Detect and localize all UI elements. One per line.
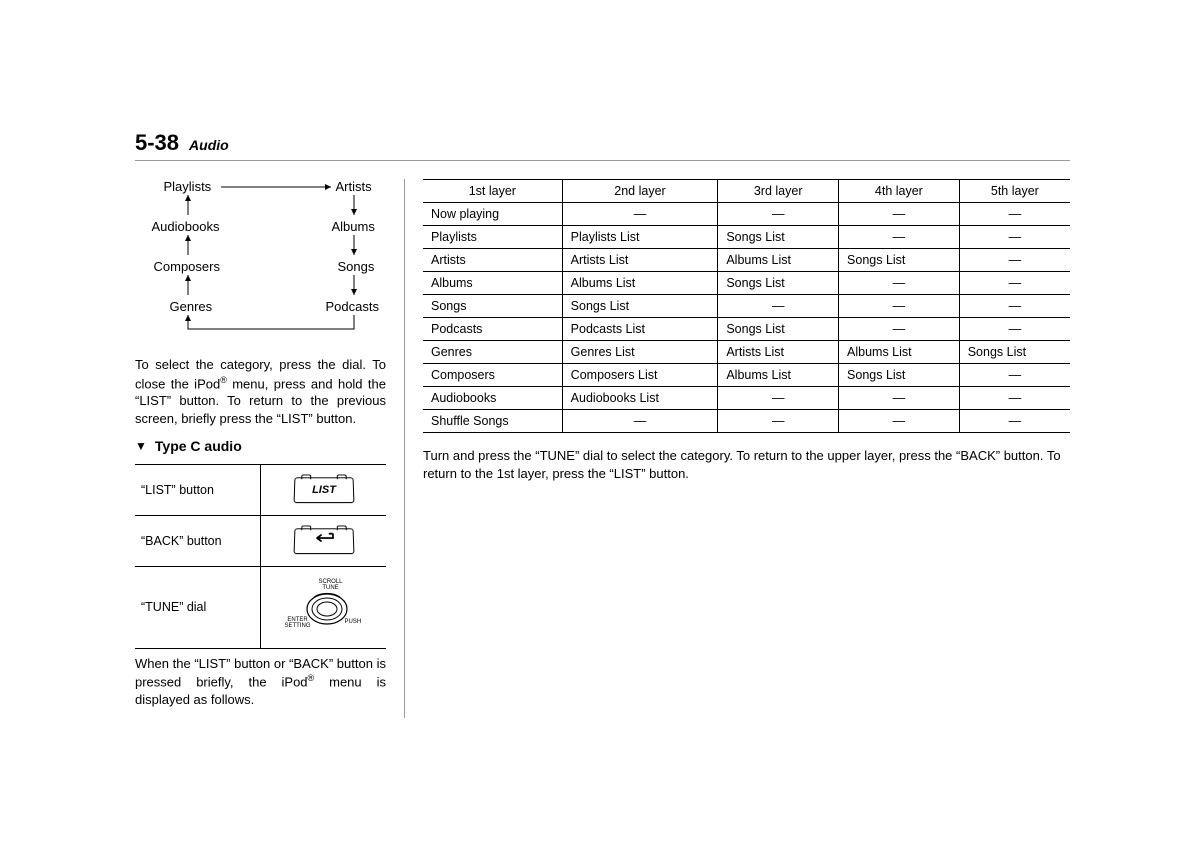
table-header-row: 1st layer 2nd layer 3rd layer 4th layer … bbox=[423, 180, 1070, 203]
subheading-label: Type C audio bbox=[155, 438, 242, 454]
triangle-icon: ▼ bbox=[135, 439, 147, 453]
table-cell: Podcasts List bbox=[562, 318, 718, 341]
table-cell: — bbox=[959, 410, 1070, 433]
table-cell: Genres bbox=[423, 341, 562, 364]
table-row: AlbumsAlbums ListSongs List—— bbox=[423, 272, 1070, 295]
table-cell: — bbox=[718, 410, 839, 433]
table-cell: — bbox=[959, 226, 1070, 249]
registered-mark: ® bbox=[220, 375, 227, 385]
table-row: PlaylistsPlaylists ListSongs List—— bbox=[423, 226, 1070, 249]
table-cell: Albums List bbox=[718, 364, 839, 387]
table-cell: Songs List bbox=[718, 226, 839, 249]
table-cell: — bbox=[959, 318, 1070, 341]
table-cell: Playlists List bbox=[562, 226, 718, 249]
page-number: 5-38 bbox=[135, 130, 179, 156]
table-cell: Playlists bbox=[423, 226, 562, 249]
table-cell: — bbox=[718, 295, 839, 318]
list-button-icon: LIST bbox=[293, 477, 354, 503]
layer-table: 1st layer 2nd layer 3rd layer 4th layer … bbox=[423, 179, 1070, 433]
table-cell: Albums bbox=[423, 272, 562, 295]
table-cell: — bbox=[959, 364, 1070, 387]
controls-table: “LIST” button LIST “BACK” button bbox=[135, 464, 386, 649]
table-cell: Songs List bbox=[959, 341, 1070, 364]
table-row: AudiobooksAudiobooks List——— bbox=[423, 387, 1070, 410]
table-cell: Albums List bbox=[718, 249, 839, 272]
table-cell: Composers List bbox=[562, 364, 718, 387]
table-cell: — bbox=[839, 226, 960, 249]
back-button-icon bbox=[293, 528, 354, 554]
manual-page: 5-38 Audio Playlists Audiobooks Composer… bbox=[0, 0, 1200, 718]
subheading: ▼ Type C audio bbox=[135, 438, 386, 454]
page-header: 5-38 Audio bbox=[135, 130, 1070, 161]
dial-label-top: SCROLLTUNE bbox=[319, 579, 343, 591]
table-row: ArtistsArtists ListAlbums ListSongs List… bbox=[423, 249, 1070, 272]
table-cell: Albums List bbox=[562, 272, 718, 295]
table-cell: — bbox=[839, 387, 960, 410]
table-cell: — bbox=[959, 295, 1070, 318]
table-row: ComposersComposers ListAlbums ListSongs … bbox=[423, 364, 1070, 387]
table-cell: Composers bbox=[423, 364, 562, 387]
table-cell: — bbox=[959, 272, 1070, 295]
col-header: 2nd layer bbox=[562, 180, 718, 203]
table-cell: Songs List bbox=[562, 295, 718, 318]
table-cell: — bbox=[959, 249, 1070, 272]
table-cell: — bbox=[839, 272, 960, 295]
table-cell: Songs List bbox=[839, 249, 960, 272]
table-cell: Genres List bbox=[562, 341, 718, 364]
control-icon-cell: SCROLLTUNE ENTERSETTING PUSH bbox=[261, 566, 387, 648]
table-row: PodcastsPodcasts ListSongs List—— bbox=[423, 318, 1070, 341]
col-header: 5th layer bbox=[959, 180, 1070, 203]
table-row: GenresGenres ListArtists ListAlbums List… bbox=[423, 341, 1070, 364]
table-cell: Songs bbox=[423, 295, 562, 318]
paragraph-3: Turn and press the “TUNE” dial to select… bbox=[423, 447, 1070, 482]
table-cell: — bbox=[959, 203, 1070, 226]
table-row: “BACK” button bbox=[135, 515, 386, 566]
col-header: 1st layer bbox=[423, 180, 562, 203]
table-cell: Now playing bbox=[423, 203, 562, 226]
control-label: “BACK” button bbox=[135, 515, 261, 566]
table-cell: Artists bbox=[423, 249, 562, 272]
table-row: Shuffle Songs———— bbox=[423, 410, 1070, 433]
dial-label-left: ENTERSETTING bbox=[285, 617, 311, 629]
table-row: “TUNE” dial SCROLLTUNE ENTERSETTING bbox=[135, 566, 386, 648]
table-row: “LIST” button LIST bbox=[135, 464, 386, 515]
table-cell: Songs List bbox=[718, 318, 839, 341]
table-cell: — bbox=[839, 295, 960, 318]
table-cell: Artists List bbox=[562, 249, 718, 272]
paragraph-2: When the “LIST” button or “BACK” button … bbox=[135, 655, 386, 709]
table-cell: Audiobooks List bbox=[562, 387, 718, 410]
tune-dial-icon: SCROLLTUNE ENTERSETTING PUSH bbox=[289, 579, 359, 633]
table-cell: — bbox=[718, 203, 839, 226]
table-cell: Artists List bbox=[718, 341, 839, 364]
paragraph-1: To select the category, press the dial. … bbox=[135, 356, 386, 428]
table-row: Now playing———— bbox=[423, 203, 1070, 226]
table-cell: — bbox=[839, 318, 960, 341]
table-cell: — bbox=[959, 387, 1070, 410]
dial-label-right: PUSH bbox=[345, 619, 362, 625]
control-icon-cell bbox=[261, 515, 387, 566]
table-cell: — bbox=[562, 203, 718, 226]
flow-arrows-icon bbox=[136, 179, 386, 344]
table-cell: Albums List bbox=[839, 341, 960, 364]
table-cell: Songs List bbox=[839, 364, 960, 387]
control-label: “LIST” button bbox=[135, 464, 261, 515]
table-cell: Audiobooks bbox=[423, 387, 562, 410]
right-column: 1st layer 2nd layer 3rd layer 4th layer … bbox=[405, 179, 1070, 718]
table-cell: — bbox=[562, 410, 718, 433]
control-label: “TUNE” dial bbox=[135, 566, 261, 648]
table-cell: Shuffle Songs bbox=[423, 410, 562, 433]
section-title: Audio bbox=[189, 137, 229, 153]
table-cell: Podcasts bbox=[423, 318, 562, 341]
col-header: 4th layer bbox=[839, 180, 960, 203]
category-flow-diagram: Playlists Audiobooks Composers Genres Ar… bbox=[136, 179, 386, 344]
control-icon-cell: LIST bbox=[261, 464, 387, 515]
table-row: SongsSongs List——— bbox=[423, 295, 1070, 318]
table-cell: — bbox=[839, 203, 960, 226]
left-column: Playlists Audiobooks Composers Genres Ar… bbox=[135, 179, 405, 718]
table-cell: Songs List bbox=[718, 272, 839, 295]
table-cell: — bbox=[718, 387, 839, 410]
col-header: 3rd layer bbox=[718, 180, 839, 203]
table-cell: — bbox=[839, 410, 960, 433]
content-columns: Playlists Audiobooks Composers Genres Ar… bbox=[135, 179, 1070, 718]
